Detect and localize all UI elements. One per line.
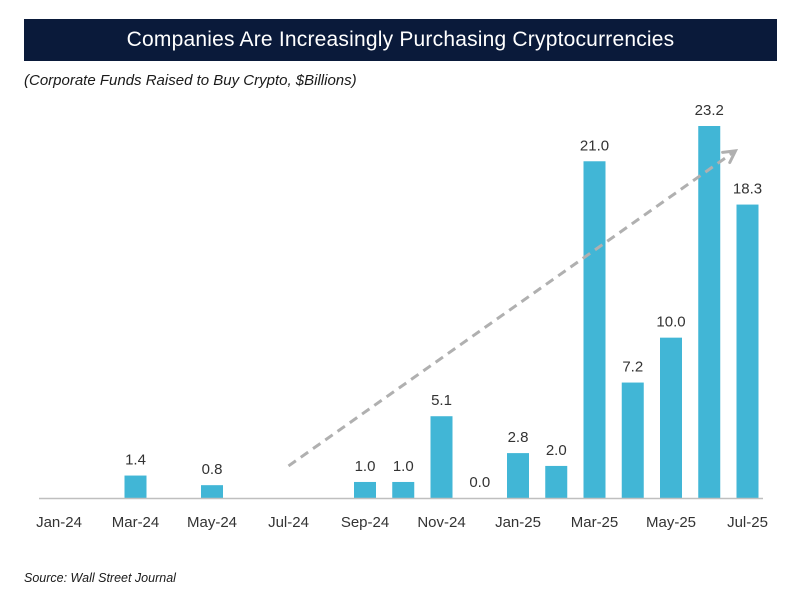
trend-arrow-line bbox=[287, 149, 737, 468]
bar-apr-25 bbox=[621, 382, 644, 498]
bar-jul-25 bbox=[736, 204, 759, 498]
value-label-apr-25: 7.2 bbox=[622, 359, 643, 376]
x-tick-sep-24: Sep-24 bbox=[341, 514, 389, 531]
bar-may-25 bbox=[660, 337, 682, 498]
chart-subtitle: (Corporate Funds Raised to Buy Crypto, $… bbox=[24, 72, 357, 89]
bar-nov-24 bbox=[430, 416, 453, 498]
x-tick-jan-25: Jan-25 bbox=[495, 514, 541, 531]
value-label-oct-24: 1.0 bbox=[393, 458, 414, 475]
value-label-feb-25: 2.0 bbox=[546, 442, 567, 459]
x-tick-mar-25: Mar-25 bbox=[571, 514, 619, 531]
bar-sep-24 bbox=[354, 481, 376, 498]
bar-jun-25 bbox=[698, 126, 721, 498]
bar-mar-24 bbox=[124, 475, 147, 498]
x-tick-may-24: May-24 bbox=[187, 514, 237, 531]
value-label-nov-24: 5.1 bbox=[431, 392, 452, 409]
x-tick-mar-24: Mar-24 bbox=[112, 514, 160, 531]
chart-title: Companies Are Increasingly Purchasing Cr… bbox=[24, 19, 777, 61]
value-label-jan-25: 2.8 bbox=[508, 429, 529, 446]
value-label-jun-25: 23.2 bbox=[695, 102, 724, 119]
bar-feb-25 bbox=[545, 465, 568, 498]
source-note: Source: Wall Street Journal bbox=[24, 571, 176, 585]
bar-jan-25 bbox=[507, 453, 529, 498]
value-label-dec-24: 0.0 bbox=[469, 474, 490, 491]
x-tick-jul-25: Jul-25 bbox=[727, 514, 768, 531]
value-label-sep-24: 1.0 bbox=[355, 458, 376, 475]
x-tick-jan-24: Jan-24 bbox=[36, 514, 82, 531]
bar-mar-25 bbox=[583, 161, 606, 498]
x-tick-jul-24: Jul-24 bbox=[268, 514, 309, 531]
bar-oct-24 bbox=[392, 481, 415, 498]
value-label-mar-25: 21.0 bbox=[580, 137, 609, 154]
x-tick-nov-24: Nov-24 bbox=[417, 514, 465, 531]
value-label-mar-24: 1.4 bbox=[125, 452, 146, 469]
x-tick-may-25: May-25 bbox=[646, 514, 696, 531]
value-label-may-25: 10.0 bbox=[656, 314, 685, 331]
trend-arrow-head bbox=[721, 149, 739, 165]
value-label-jul-25: 18.3 bbox=[733, 181, 762, 198]
value-label-may-24: 0.8 bbox=[202, 461, 223, 478]
bar-may-24 bbox=[201, 485, 223, 498]
